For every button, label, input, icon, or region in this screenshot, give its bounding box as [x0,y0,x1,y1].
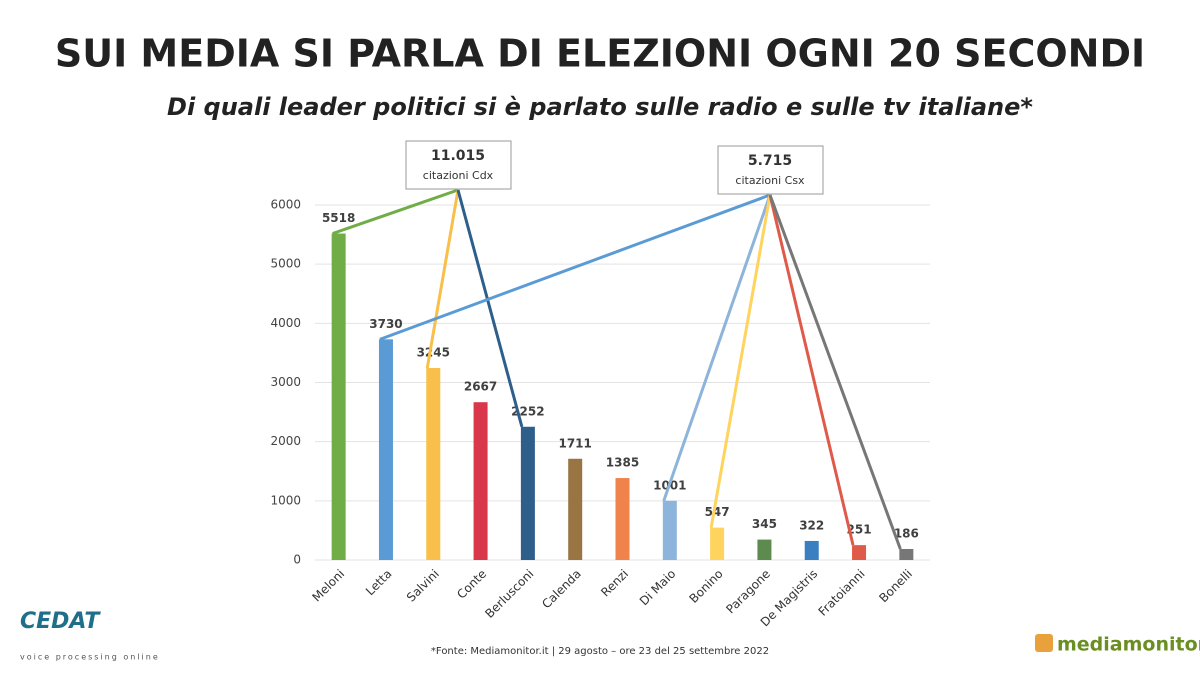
bar [804,540,819,560]
data-label: 186 [894,526,919,540]
x-tick-label: Paragone [723,567,773,617]
x-tick-label: Renzi [598,567,631,600]
x-tick-label: Conte [454,567,489,602]
data-label: 322 [799,518,824,532]
y-tick-label: 5000 [270,257,301,271]
y-tick-label: 2000 [270,434,301,448]
data-label: 2667 [464,380,497,394]
bar [615,478,630,560]
mediamonitor-logo: mediamonitor.it [1057,634,1200,656]
callout-value: 11.015 [431,148,485,164]
y-tick-label: 1000 [270,493,301,507]
connector-line [379,193,771,341]
x-tick-label: Bonino [686,567,725,606]
x-tick-label: Salvini [404,567,442,605]
x-tick-label: Calenda [539,567,584,612]
data-label: 1385 [606,456,639,470]
connector-line [709,194,772,528]
source-note: *Fonte: Mediamonitor.it | 29 agosto – or… [431,646,769,657]
chart-subtitle: Di quali leader politici si è parlato su… [167,93,1033,121]
bar [662,500,677,560]
connector-line [456,189,524,428]
data-label: 3245 [417,346,450,360]
connector-line [662,194,772,502]
y-tick-label: 0 [293,553,301,567]
chart-title: SUI MEDIA SI PARLA DI ELEZIONI OGNI 20 S… [55,32,1145,76]
x-tick-label: Bonelli [876,567,915,606]
mediamonitor-icon [1035,634,1053,652]
bar [757,539,772,560]
bar [331,233,346,561]
x-tick-label: Letta [363,567,395,599]
y-tick-label: 6000 [270,198,301,212]
callout-box [405,140,512,190]
x-tick-label: Meloni [310,567,348,605]
bar [473,402,488,560]
bar [426,368,441,560]
callout-box [717,145,824,195]
data-label: 251 [847,523,872,537]
connector-line [768,194,902,550]
bar [899,548,914,560]
x-tick-label: Di Maio [637,567,679,609]
x-tick-label: Fratoianni [816,567,868,619]
connector-line [425,189,460,369]
data-label: 3730 [369,317,402,331]
callout-value: 5.715 [748,153,792,169]
data-label: 1711 [558,436,591,450]
x-tick-label: Berlusconi [482,567,536,621]
bar [378,339,393,560]
callout-label: citazioni Csx [735,174,805,187]
callout-label: citazioni Cdx [423,169,494,182]
data-label: 547 [705,505,730,519]
connector-line [768,194,855,546]
data-label: 345 [752,517,777,531]
bar [568,458,583,560]
cedat-logo: CEDAT [20,609,101,634]
data-label: 5518 [322,211,355,225]
y-tick-label: 4000 [270,316,301,330]
bar [852,545,867,560]
cedat-tagline: voice processing online [20,653,160,662]
bar [710,527,725,560]
bar [520,426,535,560]
y-tick-label: 3000 [270,375,301,389]
connector-line [332,188,459,235]
